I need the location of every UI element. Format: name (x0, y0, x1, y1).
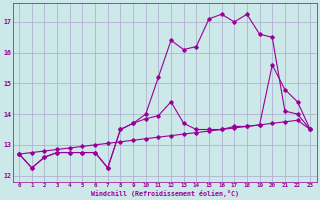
X-axis label: Windchill (Refroidissement éolien,°C): Windchill (Refroidissement éolien,°C) (91, 190, 239, 197)
